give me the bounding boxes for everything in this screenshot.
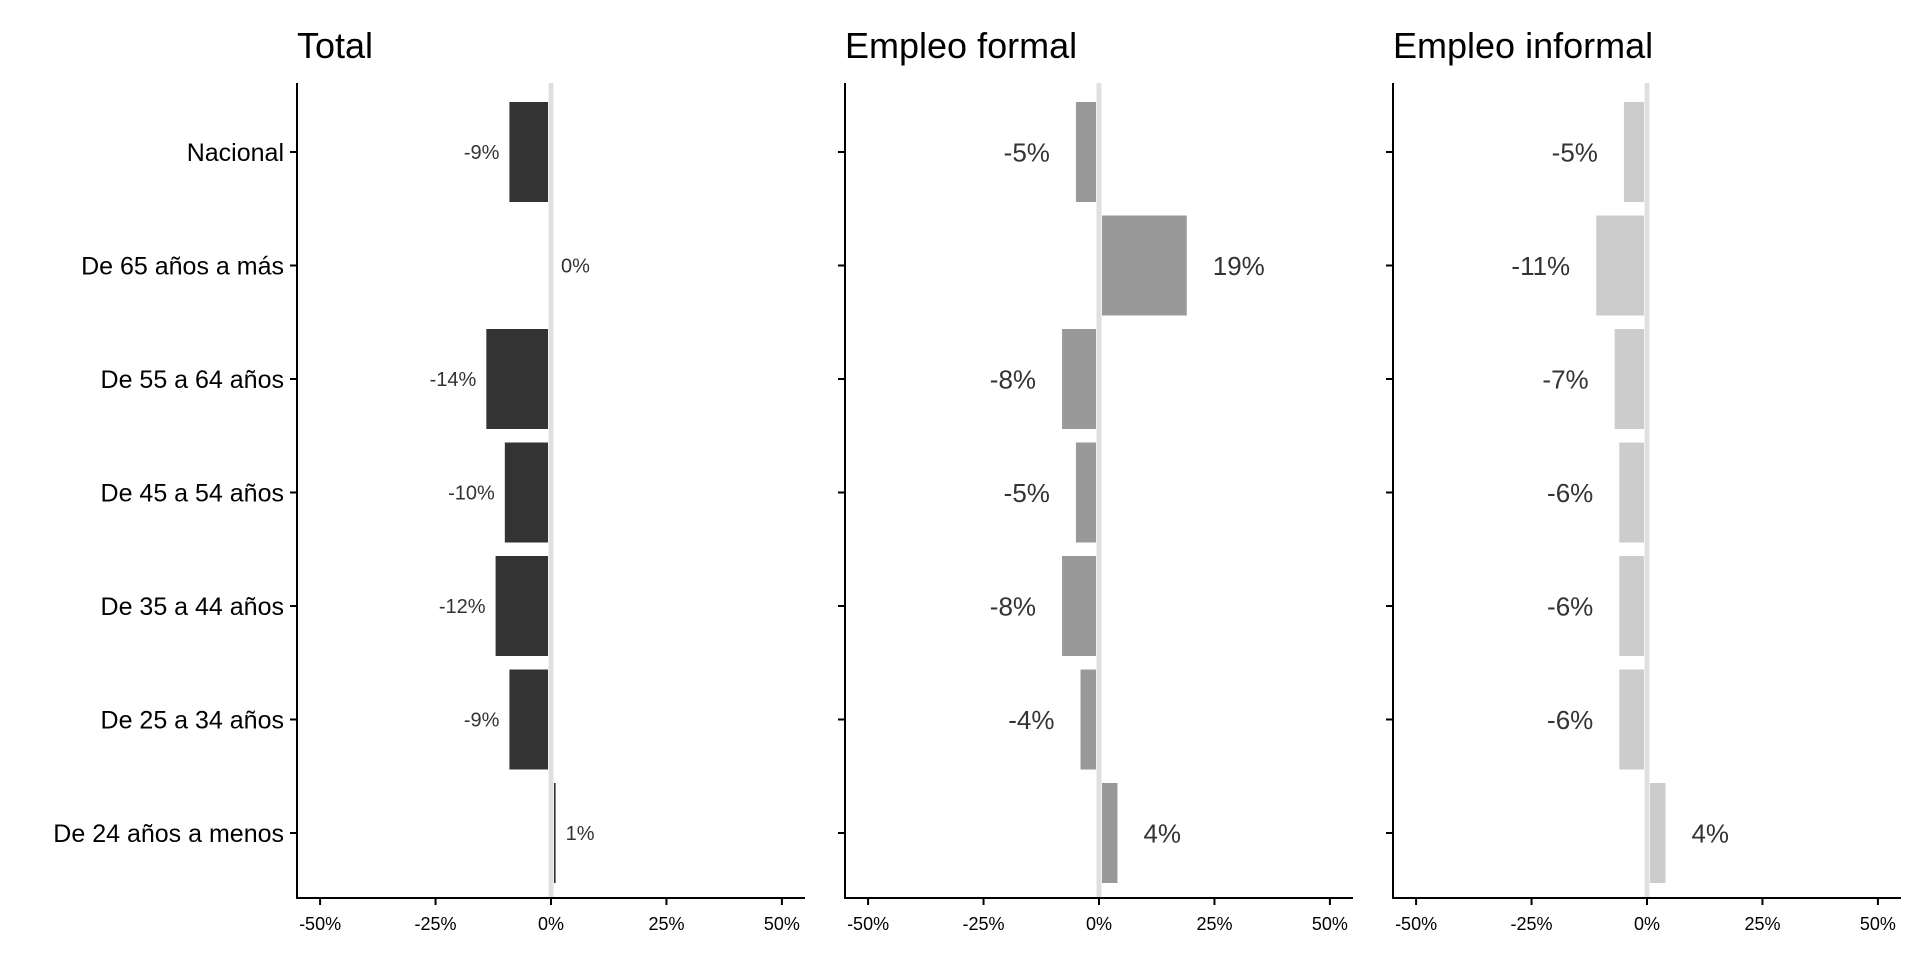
panel-3-bar	[1650, 783, 1666, 883]
panel-2-data-label: -8%	[990, 591, 1036, 621]
panel-3-data-label: -6%	[1547, 478, 1593, 508]
panel-3-bar	[1596, 215, 1644, 316]
panel-3-bar	[1619, 669, 1644, 770]
panel-2-data-label: 19%	[1213, 251, 1265, 281]
panel-1-data-label: 0%	[561, 256, 590, 278]
panel-3-x-tick-label: 0%	[1634, 914, 1660, 934]
category-label: De 45 a 54 años	[101, 480, 284, 508]
panel-1-x-tick-label: 0%	[538, 914, 564, 934]
panel-1-data-label: -12%	[439, 596, 486, 618]
panel-2-x-tick-label: 0%	[1086, 914, 1112, 934]
panel-1-bar	[495, 556, 548, 656]
panel-1-data-label: -9%	[464, 142, 500, 164]
panel-3-data-label: -7%	[1542, 364, 1588, 394]
panel-2-data-label: -5%	[1004, 478, 1050, 508]
category-label: De 35 a 44 años	[101, 593, 284, 621]
panel-1-data-label: -14%	[430, 369, 477, 391]
panel-2-x-tick-label: 50%	[1312, 914, 1348, 934]
panel-2-x-tick-label: -50%	[847, 914, 889, 934]
panel-1-data-label: -10%	[448, 483, 495, 505]
panel-2-x-tick-label: -25%	[963, 914, 1005, 934]
panel-3-x-tick-label: -50%	[1395, 914, 1437, 934]
panel-2-bar	[1075, 102, 1096, 202]
panel-1-bar	[486, 329, 548, 429]
panel-2-data-label: -4%	[1008, 705, 1054, 735]
category-label: De 24 años a menos	[53, 820, 284, 848]
panel-2-bar	[1075, 442, 1096, 543]
category-label: De 55 a 64 años	[101, 366, 284, 394]
category-label: De 65 años a más	[81, 253, 284, 281]
panel-3-title: Empleo informal	[1393, 25, 1653, 66]
panel-2-bar	[1102, 215, 1187, 316]
panel-2-data-label: -8%	[990, 364, 1036, 394]
panel-1-bar	[504, 442, 548, 543]
panel-1-x-tick-label: 25%	[648, 914, 684, 934]
panel-3-data-label: 4%	[1691, 818, 1729, 848]
panel-3-x-tick-label: 25%	[1744, 914, 1780, 934]
panel-1-data-label: 1%	[566, 823, 595, 845]
panel-3-x-tick-label: 50%	[1860, 914, 1896, 934]
panel-1-x-tick-label: -25%	[415, 914, 457, 934]
panel-3-bar	[1614, 329, 1644, 429]
panel-3-data-label: -6%	[1547, 591, 1593, 621]
panel-1-x-tick-label: -50%	[299, 914, 341, 934]
panel-2-bar	[1102, 783, 1118, 883]
category-label: De 25 a 34 años	[101, 707, 284, 735]
panel-1-data-label: -9%	[464, 710, 500, 732]
panel-2-bar	[1062, 329, 1096, 429]
panel-1-bar	[554, 783, 556, 883]
panel-2-data-label: -5%	[1004, 137, 1050, 167]
panel-2-bar	[1062, 556, 1096, 656]
panel-1-title: Total	[297, 25, 373, 66]
panel-2-data-label: 4%	[1143, 818, 1181, 848]
panel-1-x-tick-label: 50%	[764, 914, 800, 934]
panel-3-data-label: -6%	[1547, 705, 1593, 735]
panel-2-bar	[1080, 669, 1096, 770]
panel-3-bar	[1619, 442, 1644, 543]
panel-3-x-tick-label: -25%	[1511, 914, 1553, 934]
panel-3-bar	[1623, 102, 1644, 202]
panel-3-data-label: -11%	[1511, 251, 1570, 281]
panel-1-bar	[509, 102, 548, 202]
panel-1-bar	[509, 669, 548, 770]
panel-2-x-tick-label: 25%	[1196, 914, 1232, 934]
panel-2-title: Empleo formal	[845, 25, 1077, 66]
panel-3-data-label: -5%	[1552, 137, 1598, 167]
panel-3-bar	[1619, 556, 1644, 656]
category-label: Nacional	[187, 139, 284, 167]
